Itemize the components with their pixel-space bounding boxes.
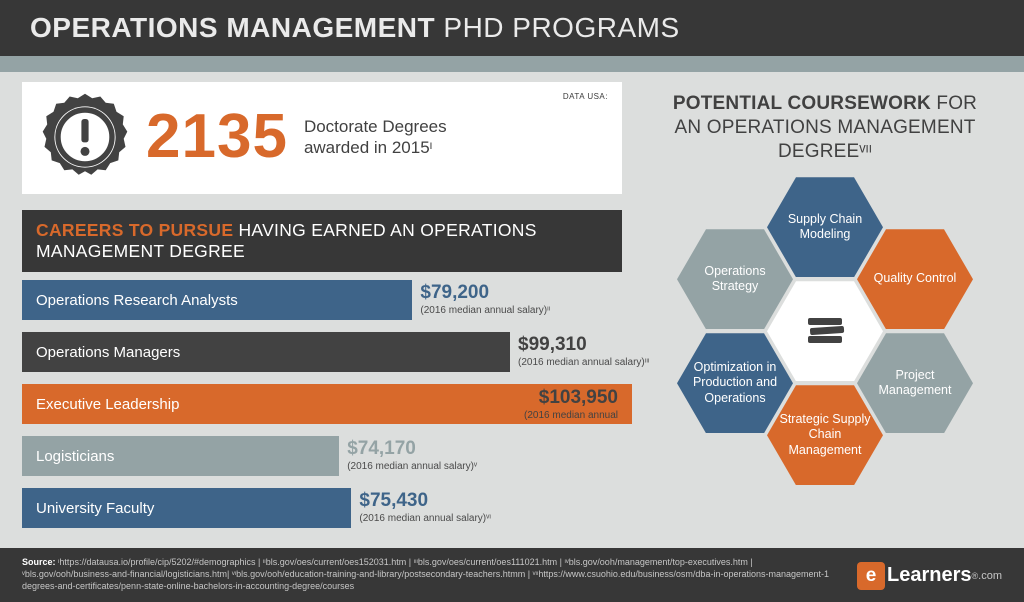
stat-number: 2135 [146,106,288,168]
coursework-hex-label: Operations Strategy [687,264,783,295]
career-salary: $79,200(2016 median annual salary)ᶦᶦ [420,282,550,316]
accent-band [0,56,1024,72]
logo-e-icon: e [857,562,885,590]
header-light: PHD PROGRAMS [435,12,680,43]
career-label: Operations Research Analysts [36,292,238,309]
footer-sources: Source: ᶦhttps://datausa.io/profile/cip/… [22,556,832,592]
career-bar: Executive Leadership $103,950(2016 median… [22,384,632,424]
stat-source: DATA USA: [563,92,608,101]
coursework-hex: Optimization in Production and Operation… [677,333,793,433]
stat-description: Doctorate Degrees awarded in 2015ᶦ [304,116,447,159]
coursework-hex: Project Management [857,333,973,433]
logo-suffix: .com [978,570,1002,582]
logo-reg: ® [972,571,979,581]
coursework-hex-label: Project Management [867,368,963,399]
elearners-logo: e Learners®.com [857,562,1002,590]
coursework-hex-label: Quality Control [874,271,957,287]
careers-bars: Operations Research Analysts $79,200(2016… [22,280,632,534]
career-bar: Operations Research Analysts$79,200(2016… [22,280,412,320]
careers-section-title: CAREERS TO PURSUE HAVING EARNED AN OPERA… [22,210,622,272]
career-bar-row: Operations Research Analysts $79,200(2016… [22,280,632,326]
career-bar-row: University Faculty $75,430(2016 median an… [22,488,632,534]
career-label: Executive Leadership [36,396,179,413]
hex-center [767,281,883,381]
coursework-hex: Quality Control [857,229,973,329]
footer: Source: ᶦhttps://datausa.io/profile/cip/… [0,548,1024,602]
career-salary: $99,310(2016 median annual salary)ᶦᶦᶦ [518,334,649,368]
coursework-panel: POTENTIAL COURSEWORK FOR AN OPERATIONS M… [640,92,1010,537]
coursework-hex-label: Optimization in Production and Operation… [687,360,783,407]
badge-icon [40,92,130,182]
careers-title-accent: CAREERS TO PURSUE [36,220,233,240]
career-bar-row: Operations Managers$99,310(2016 median a… [22,332,632,378]
stat-card: 2135 Doctorate Degrees awarded in 2015ᶦ … [22,82,622,194]
career-bar-row: Executive Leadership $103,950(2016 median… [22,384,632,430]
coursework-hex: Strategic Supply Chain Management [767,385,883,485]
career-label: University Faculty [36,500,154,517]
header-strong: OPERATIONS MANAGEMENT [30,12,435,43]
books-icon [802,310,848,352]
coursework-hex: Supply Chain Modeling [767,177,883,277]
career-bar-row: Logisticians $74,170(2016 median annual s… [22,436,632,482]
career-label: Logisticians [36,448,114,465]
hex-grid: Supply Chain Modeling Operations Strategy… [645,177,1005,537]
career-bar: University Faculty$75,430(2016 median an… [22,488,351,528]
career-label: Operations Managers [36,344,180,361]
logo-text: Learners [887,564,972,587]
career-salary: $75,430(2016 median annual salary)ᵛᶦ [359,490,491,524]
career-salary: $74,170(2016 median annual salary)ᵛ [347,438,477,472]
coursework-title: POTENTIAL COURSEWORK FOR AN OPERATIONS M… [640,92,1010,163]
career-bar: Operations Managers$99,310(2016 median a… [22,332,510,372]
career-bar: Logisticians$74,170(2016 median annual s… [22,436,339,476]
coursework-hex-label: Strategic Supply Chain Management [777,412,873,459]
page-header: OPERATIONS MANAGEMENT PHD PROGRAMS [0,0,1024,56]
coursework-hex-label: Supply Chain Modeling [777,212,873,243]
career-salary: $103,950(2016 median annual [524,387,618,421]
coursework-hex: Operations Strategy [677,229,793,329]
